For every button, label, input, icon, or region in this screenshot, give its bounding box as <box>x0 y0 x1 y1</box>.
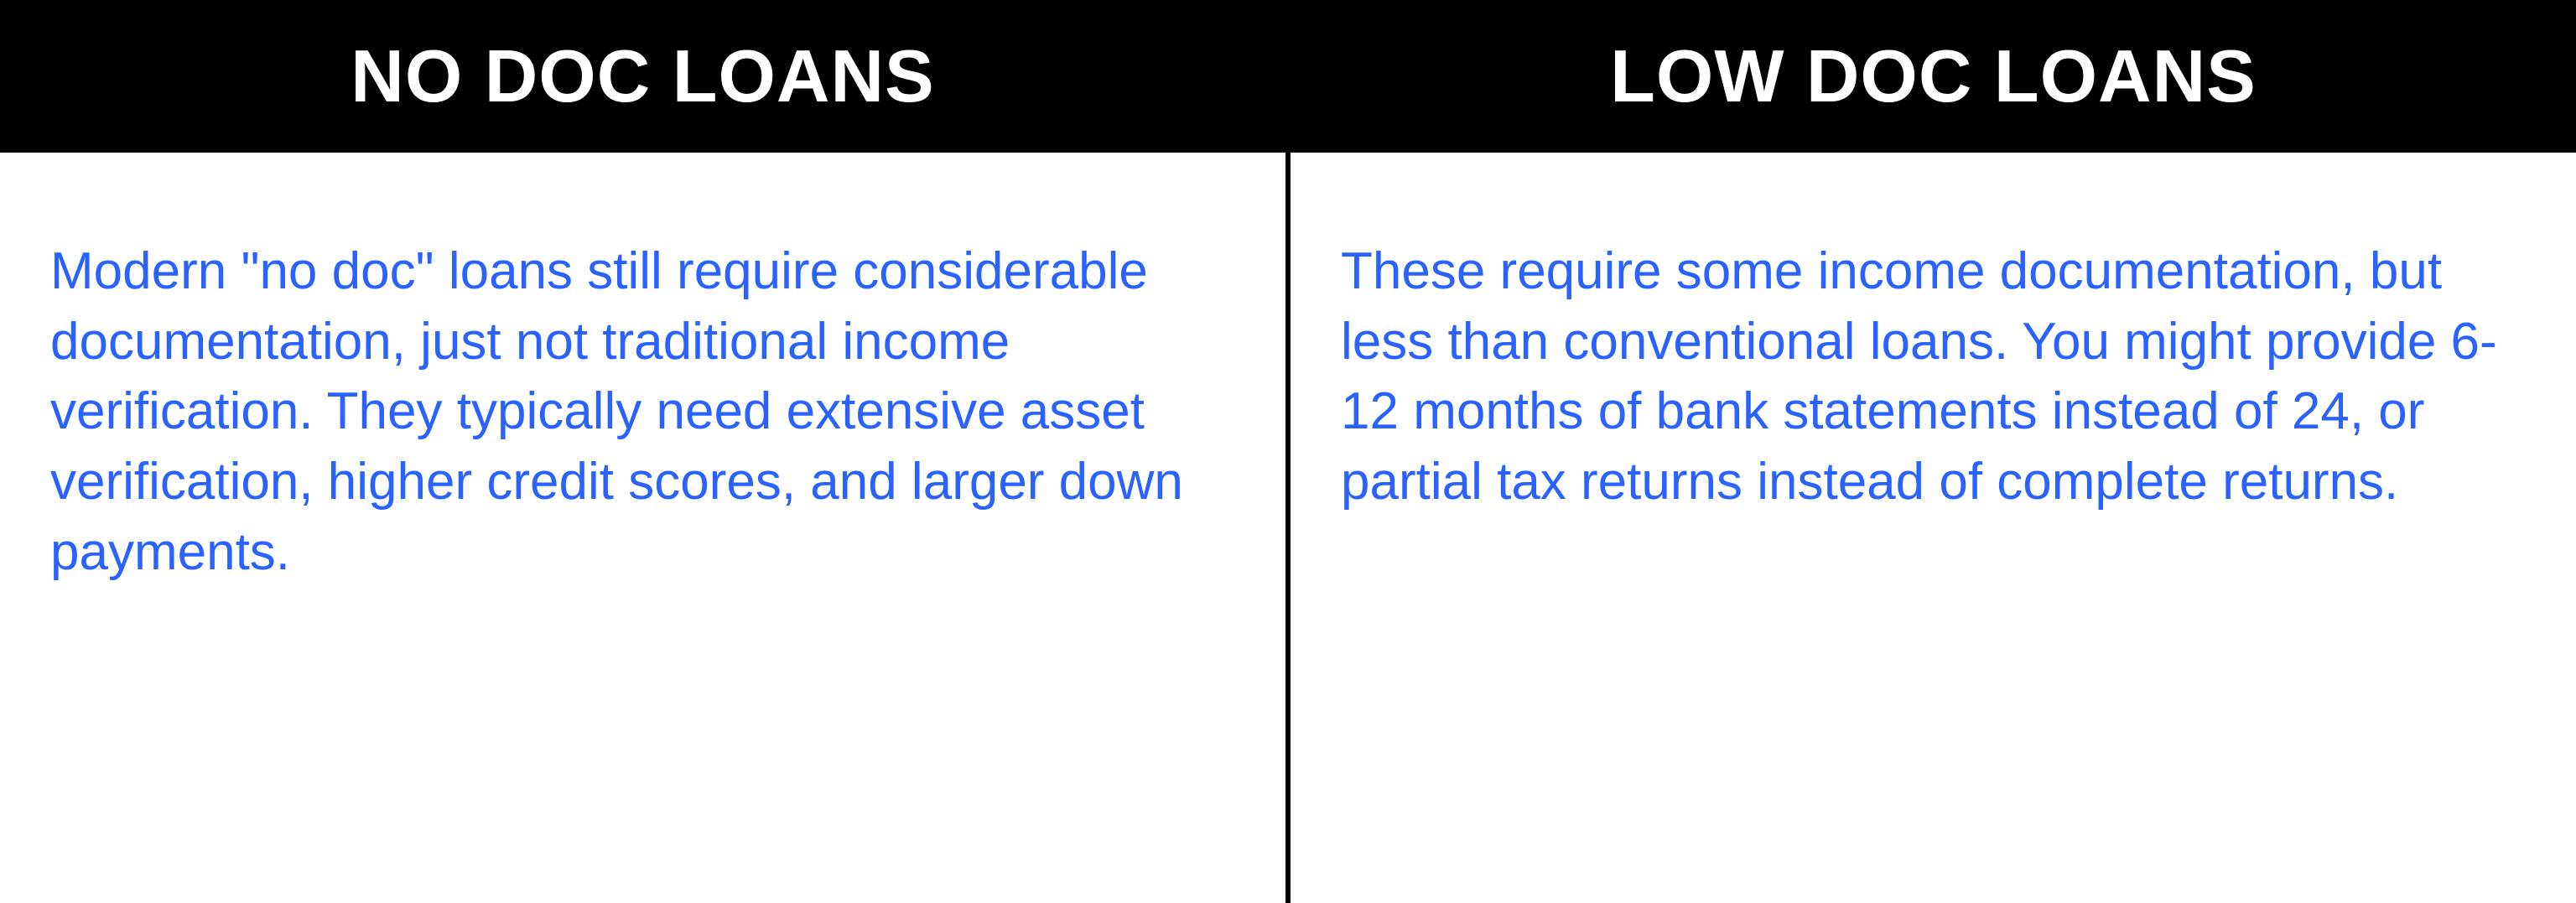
column-no-doc: NO DOC LOANS Modern "no doc" loans still… <box>0 0 1291 903</box>
column-header: NO DOC LOANS <box>0 0 1285 153</box>
column-body: These require some income documentation,… <box>1291 153 2576 568</box>
column-low-doc: LOW DOC LOANS These require some income … <box>1291 0 2576 903</box>
column-body: Modern "no doc" loans still require cons… <box>0 153 1285 637</box>
column-header: LOW DOC LOANS <box>1291 0 2576 153</box>
comparison-table: NO DOC LOANS Modern "no doc" loans still… <box>0 0 2576 903</box>
